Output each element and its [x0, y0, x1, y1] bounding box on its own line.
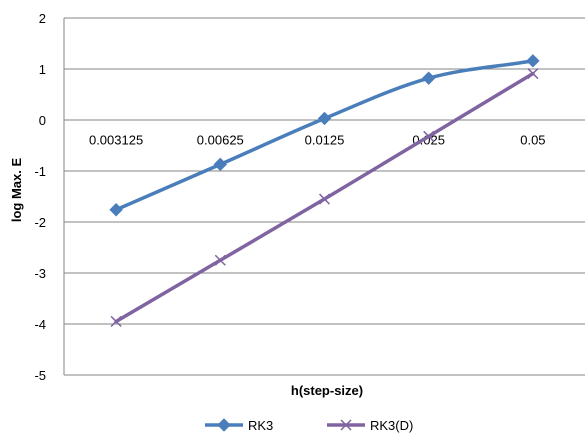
data-point	[340, 419, 352, 431]
data-point	[110, 315, 122, 327]
y-axis-title: log Max. E	[9, 158, 24, 223]
data-point	[421, 71, 436, 85]
data-point	[109, 203, 123, 217]
series-line	[114, 71, 535, 324]
x-category-label: 0.003125	[89, 132, 143, 147]
y-tick-label: 1	[39, 62, 46, 77]
x-axis-title: h(step-size)	[291, 383, 363, 398]
data-point	[317, 111, 332, 126]
data-point	[213, 157, 228, 172]
y-tick-label: -2	[34, 215, 46, 230]
y-axis-ticks: 2 1 0 -1 -2 -3 -4 -5	[34, 11, 46, 383]
x-category-label: 0.05	[520, 132, 545, 147]
x-category-label: 0.025	[412, 132, 445, 147]
y-tick-label: -5	[34, 368, 46, 383]
y-tick-label: -3	[34, 266, 46, 281]
data-point	[318, 193, 331, 205]
x-category-label: 0.00625	[197, 132, 244, 147]
data-point	[526, 54, 540, 68]
gridlines	[63, 17, 585, 376]
data-point	[527, 68, 539, 80]
legend-label: RK3	[248, 418, 273, 433]
legend-item: RK3(D)	[327, 418, 413, 433]
data-point	[217, 418, 231, 432]
x-category-labels: 0.003125 0.00625 0.0125 0.025 0.05	[89, 132, 546, 147]
y-tick-label: 0	[39, 113, 46, 128]
series-rk3-d-	[110, 68, 539, 327]
series-lines	[109, 54, 540, 327]
y-tick-label: 2	[39, 11, 46, 26]
y-tick-label: -1	[34, 164, 46, 179]
data-point	[214, 254, 226, 266]
legend: RK3 RK3(D)	[205, 418, 413, 433]
legend-item: RK3	[205, 418, 273, 433]
data-point	[423, 130, 435, 142]
y-tick-label: -4	[34, 317, 46, 332]
x-category-label: 0.0125	[305, 132, 345, 147]
series-rk3	[109, 54, 540, 217]
legend-label: RK3(D)	[370, 418, 413, 433]
